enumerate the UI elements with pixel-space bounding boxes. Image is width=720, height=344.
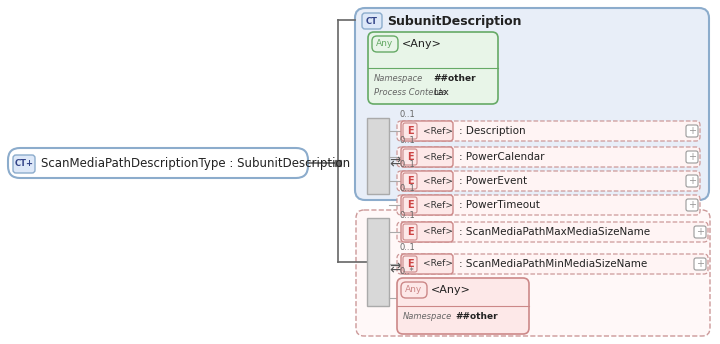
Text: Lax: Lax (433, 88, 449, 97)
FancyBboxPatch shape (362, 13, 382, 29)
Text: CT: CT (366, 17, 378, 25)
Text: Process Contents: Process Contents (374, 88, 446, 97)
Text: ScanMediaPathDescriptionType : SubunitDescription: ScanMediaPathDescriptionType : SubunitDe… (41, 157, 350, 170)
Text: <Ref>: <Ref> (423, 176, 453, 185)
Text: Namespace: Namespace (374, 74, 423, 83)
Text: 0..1: 0..1 (399, 243, 415, 252)
Bar (367, 118, 389, 194)
FancyBboxPatch shape (401, 222, 453, 242)
FancyBboxPatch shape (686, 175, 698, 187)
FancyBboxPatch shape (401, 147, 453, 167)
Text: +: + (688, 126, 696, 136)
FancyBboxPatch shape (403, 197, 417, 213)
Text: +: + (696, 259, 704, 269)
FancyBboxPatch shape (397, 195, 700, 215)
Text: 0..1: 0..1 (399, 184, 415, 193)
FancyBboxPatch shape (397, 254, 708, 274)
FancyBboxPatch shape (686, 151, 698, 163)
Text: +: + (688, 152, 696, 162)
FancyBboxPatch shape (403, 173, 417, 189)
FancyBboxPatch shape (372, 36, 398, 52)
Text: E: E (407, 176, 413, 186)
FancyBboxPatch shape (8, 148, 308, 178)
Text: : ScanMediaPathMaxMediaSizeName: : ScanMediaPathMaxMediaSizeName (459, 227, 650, 237)
FancyBboxPatch shape (403, 224, 417, 240)
Text: +: + (688, 200, 696, 210)
Text: <Any>: <Any> (431, 285, 471, 295)
Text: <Ref>: <Ref> (423, 152, 453, 161)
Text: E: E (407, 200, 413, 210)
FancyBboxPatch shape (686, 125, 698, 137)
FancyBboxPatch shape (397, 171, 700, 191)
Text: ⇄: ⇄ (389, 261, 400, 275)
Text: 0..1: 0..1 (399, 136, 415, 145)
Text: <Ref>: <Ref> (423, 227, 453, 237)
Text: +: + (688, 176, 696, 186)
Text: 0..1: 0..1 (399, 110, 415, 119)
FancyBboxPatch shape (397, 121, 700, 141)
FancyBboxPatch shape (403, 123, 417, 139)
Text: : ScanMediaPathMinMediaSizeName: : ScanMediaPathMinMediaSizeName (459, 259, 647, 269)
Text: ##other: ##other (433, 74, 476, 83)
FancyBboxPatch shape (694, 226, 706, 238)
Text: +: + (696, 227, 704, 237)
FancyBboxPatch shape (355, 8, 709, 200)
Text: Any: Any (377, 40, 394, 49)
FancyBboxPatch shape (397, 222, 708, 242)
FancyBboxPatch shape (13, 155, 35, 173)
Text: 0..1: 0..1 (399, 211, 415, 220)
Bar (335, 160, 341, 166)
FancyBboxPatch shape (397, 147, 700, 167)
Text: CT+: CT+ (14, 160, 34, 169)
FancyBboxPatch shape (694, 258, 706, 270)
Text: : Description: : Description (459, 126, 526, 136)
Text: <Ref>: <Ref> (423, 127, 453, 136)
Text: Any: Any (405, 286, 423, 294)
FancyBboxPatch shape (401, 171, 453, 191)
Text: Namespace: Namespace (403, 312, 452, 321)
FancyBboxPatch shape (403, 256, 417, 272)
Bar (367, 218, 389, 306)
Text: E: E (407, 227, 413, 237)
Text: : PowerEvent: : PowerEvent (459, 176, 527, 186)
Text: <Ref>: <Ref> (423, 201, 453, 209)
FancyBboxPatch shape (401, 254, 453, 274)
Text: ##other: ##other (455, 312, 498, 321)
FancyBboxPatch shape (401, 282, 427, 298)
Text: E: E (407, 152, 413, 162)
Text: 0..1: 0..1 (399, 160, 415, 169)
FancyBboxPatch shape (368, 32, 498, 104)
Text: SubunitDescription: SubunitDescription (387, 14, 521, 28)
FancyBboxPatch shape (401, 121, 453, 141)
FancyBboxPatch shape (356, 210, 710, 336)
Text: 0..*: 0..* (399, 267, 414, 276)
Text: : PowerCalendar: : PowerCalendar (459, 152, 544, 162)
FancyBboxPatch shape (401, 195, 453, 215)
Text: <Any>: <Any> (402, 39, 442, 49)
Text: ⇄: ⇄ (389, 155, 400, 169)
Text: E: E (407, 259, 413, 269)
Text: : PowerTimeout: : PowerTimeout (459, 200, 540, 210)
Text: <Ref>: <Ref> (423, 259, 453, 269)
FancyBboxPatch shape (686, 199, 698, 211)
FancyBboxPatch shape (403, 149, 417, 165)
Text: E: E (407, 126, 413, 136)
FancyBboxPatch shape (397, 278, 529, 334)
